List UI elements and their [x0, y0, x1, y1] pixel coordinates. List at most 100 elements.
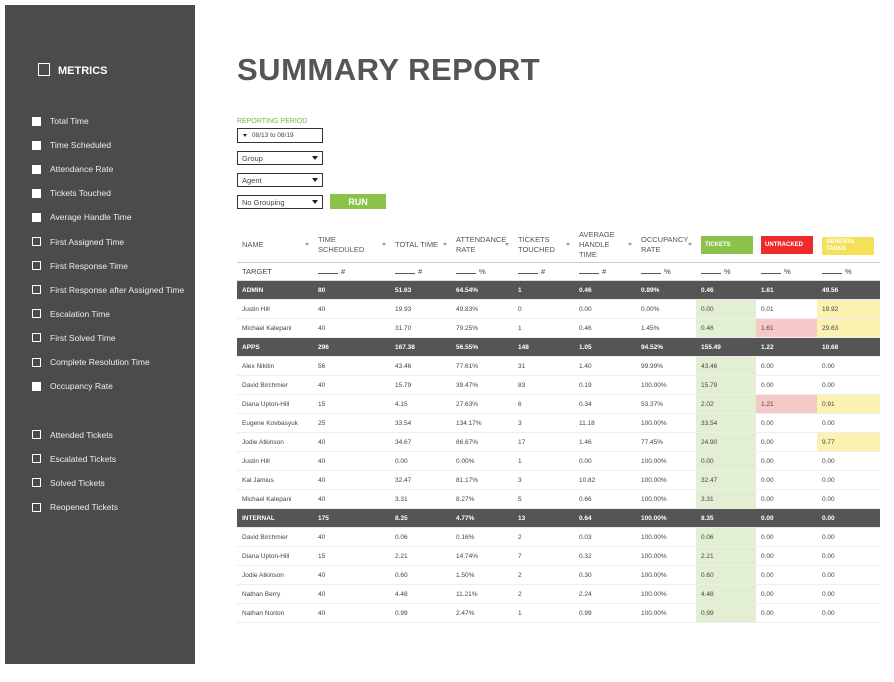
- column-filter[interactable]: UNTRACKED: [761, 236, 813, 254]
- metric-option[interactable]: Tickets Touched: [32, 187, 111, 199]
- table-cell: 3.31: [390, 489, 451, 509]
- metric-option[interactable]: Time Scheduled: [32, 139, 111, 151]
- table-cell: 0.00: [817, 356, 880, 376]
- sort-icon[interactable]: [688, 243, 692, 246]
- table-cell: ADMIN: [237, 280, 313, 300]
- checkbox[interactable]: [32, 381, 41, 391]
- metric-option[interactable]: Solved Tickets: [32, 477, 105, 489]
- checkbox[interactable]: [32, 357, 41, 367]
- metric-option[interactable]: First Response after Assigned Time: [32, 284, 184, 296]
- table-cell: 0.46: [696, 318, 756, 338]
- agent-select[interactable]: Agent: [237, 173, 323, 187]
- checkbox[interactable]: [32, 454, 41, 464]
- table-cell: 10.68: [817, 337, 880, 357]
- target-input[interactable]: [518, 273, 538, 274]
- metric-option[interactable]: Attended Tickets: [32, 429, 113, 441]
- metric-option[interactable]: Total Time: [32, 115, 89, 127]
- checkbox[interactable]: [32, 212, 41, 222]
- metric-option[interactable]: Attendance Rate: [32, 163, 113, 175]
- checkbox[interactable]: [32, 237, 41, 246]
- checkbox[interactable]: [32, 502, 41, 512]
- column-header: UNTRACKED: [756, 228, 817, 263]
- header-label: TOTAL TIME: [395, 240, 439, 249]
- table-cell: 0.00: [756, 356, 817, 376]
- header-label: TIME SCHEDULED: [318, 235, 365, 254]
- table-cell: 0.06: [696, 527, 756, 547]
- metric-option[interactable]: Average Handle Time: [32, 211, 132, 223]
- table-cell: 100.00%: [636, 451, 696, 471]
- target-input[interactable]: [701, 273, 721, 274]
- metric-option[interactable]: Reopened Tickets: [32, 501, 118, 513]
- group-row: APPS 296 167.38 56.55% 148 1.05 94.52% 155.49 1.…: [237, 337, 880, 357]
- table-cell: 19.92: [817, 299, 880, 319]
- checkbox[interactable]: [32, 261, 41, 271]
- agent-row: Alex Nikitin 56 43.46 77.61% 31 1.40 99.99% 43.…: [237, 356, 880, 376]
- table-cell: 15: [313, 394, 390, 414]
- table-cell: Jodie Atkinson: [237, 432, 313, 452]
- column-filter[interactable]: TICKETS: [701, 236, 753, 254]
- table-cell: Michael Kalepani: [237, 489, 313, 509]
- target-input[interactable]: [641, 273, 661, 274]
- table-cell: INTERNAL: [237, 508, 313, 528]
- table-cell: 0.00: [756, 565, 817, 585]
- checkbox[interactable]: [32, 309, 41, 319]
- table-cell: 5: [513, 489, 574, 509]
- target-input[interactable]: [395, 273, 415, 274]
- group-select[interactable]: Group: [237, 151, 323, 165]
- target-input[interactable]: [579, 273, 599, 274]
- agent-row: David Birchmier 40 15.79 39.47% 83 0.19 100.00…: [237, 375, 880, 395]
- target-input[interactable]: [822, 273, 842, 274]
- table-cell: 134.17%: [451, 413, 513, 433]
- metric-option[interactable]: Complete Resolution Time: [32, 356, 150, 368]
- checkbox[interactable]: [32, 188, 41, 198]
- table-cell: 0.00: [696, 451, 756, 471]
- target-input[interactable]: [456, 273, 476, 274]
- metric-label: Complete Resolution Time: [50, 357, 150, 367]
- metric-option[interactable]: Occupancy Rate: [32, 380, 113, 392]
- checkbox[interactable]: [32, 430, 41, 440]
- table-cell: 94.52%: [636, 337, 696, 357]
- table-cell: 155.49: [696, 337, 756, 357]
- metric-option[interactable]: Escalated Tickets: [32, 453, 116, 465]
- table-cell: 0.00: [696, 299, 756, 319]
- sort-icon[interactable]: [505, 243, 509, 246]
- metric-option[interactable]: First Assigned Time: [32, 236, 124, 248]
- target-input[interactable]: [761, 273, 781, 274]
- checkbox[interactable]: [32, 478, 41, 488]
- table-cell: Justin Hill: [237, 299, 313, 319]
- checkbox[interactable]: [32, 164, 41, 174]
- table-cell: 43.46: [696, 356, 756, 376]
- metric-option[interactable]: First Solved Time: [32, 332, 116, 344]
- table-cell: 29.63: [817, 318, 880, 338]
- table-cell: 40: [313, 489, 390, 509]
- column-header: GENERAL TASKS: [817, 228, 880, 263]
- target-cell: %: [756, 262, 817, 281]
- checkbox[interactable]: [32, 333, 41, 343]
- table-cell: 51.63: [390, 280, 451, 300]
- checkbox[interactable]: [32, 285, 41, 295]
- sort-icon[interactable]: [443, 243, 447, 246]
- table-cell: 1: [513, 451, 574, 471]
- table-cell: 10.82: [574, 470, 636, 490]
- checkbox[interactable]: [32, 140, 41, 150]
- table-cell: 0.16%: [451, 527, 513, 547]
- sort-icon[interactable]: [382, 243, 386, 246]
- sort-icon[interactable]: [566, 243, 570, 246]
- sort-icon[interactable]: [628, 243, 632, 246]
- column-filter[interactable]: GENERAL TASKS: [822, 236, 874, 255]
- period-select[interactable]: 08/13 to 08/19: [237, 128, 323, 143]
- period-label: REPORTING PERIOD: [237, 118, 308, 125]
- agent-row: Michael Kalepani 40 31.70 79.25% 1 0.46 1.45% 0…: [237, 318, 880, 338]
- target-input[interactable]: [318, 273, 338, 274]
- header-label: OCCUPANCY RATE: [641, 235, 689, 254]
- checkbox[interactable]: [32, 116, 41, 126]
- grouping-select[interactable]: No Grouping: [237, 195, 323, 209]
- metric-label: First Solved Time: [50, 332, 116, 343]
- table-cell: 0.00: [817, 565, 880, 585]
- metric-option[interactable]: Escalation Time: [32, 308, 110, 320]
- run-button[interactable]: RUN: [330, 194, 386, 209]
- table-cell: 100.00%: [636, 413, 696, 433]
- sort-icon[interactable]: [305, 243, 309, 246]
- metric-option[interactable]: First Response Time: [32, 260, 128, 272]
- metric-label: Attended Tickets: [50, 429, 113, 440]
